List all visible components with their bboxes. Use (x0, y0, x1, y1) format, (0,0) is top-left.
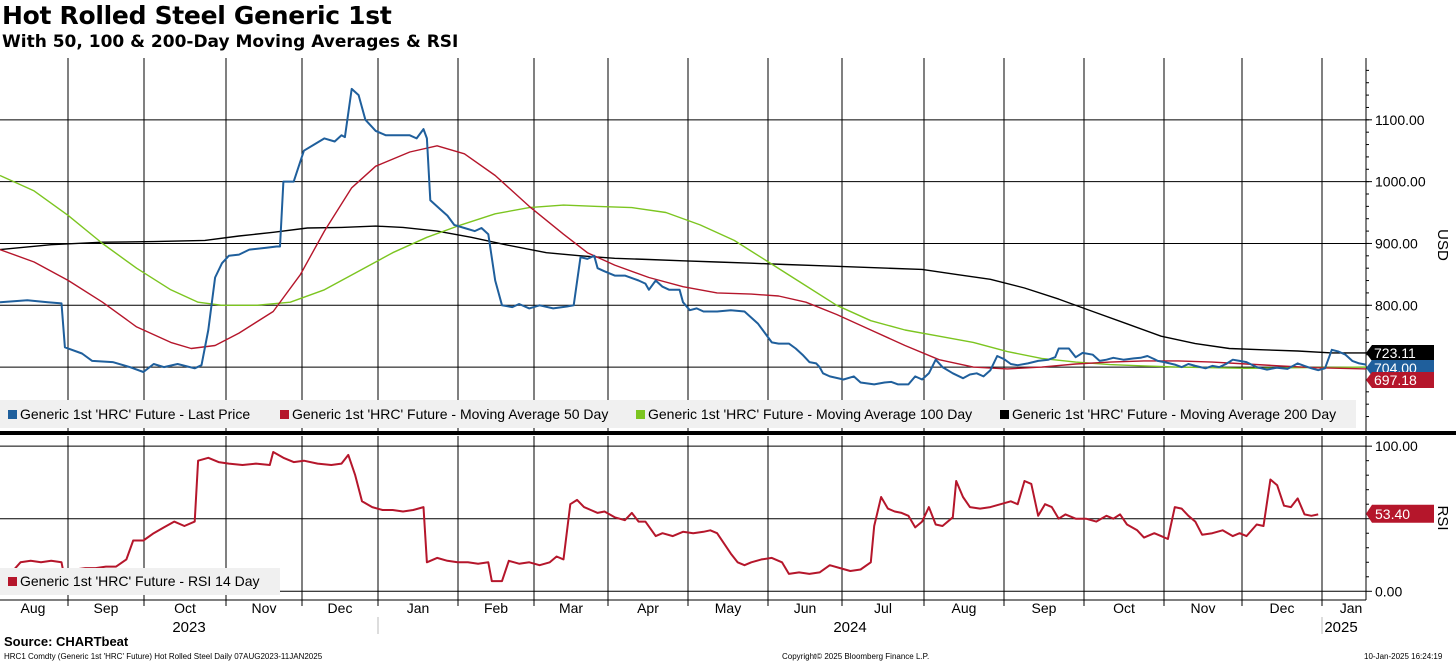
chart-title: Hot Rolled Steel Generic 1st (2, 1, 392, 30)
x-tick-label: Nov (252, 600, 277, 616)
x-tick-label: Sep (94, 600, 119, 616)
legend-label: Generic 1st 'HRC' Future - Moving Averag… (648, 406, 972, 422)
copyright-note: Copyright© 2025 Bloomberg Finance L.P. (782, 652, 930, 661)
ma200-line (0, 225, 1366, 354)
x-axis: Aug Sep Oct Nov Dec Jan Feb Mar Apr May Jun Jul Aug S… (0, 599, 1366, 636)
x-tick-label: Nov (1191, 600, 1216, 616)
x-year-label: 2024 (833, 619, 866, 636)
rsi-legend-label: Generic 1st 'HRC' Future - RSI 14 Day (20, 573, 260, 589)
x-tick-label: Aug (21, 600, 46, 616)
x-tick-label: Jan (407, 600, 430, 616)
x-tick-label: Dec (1270, 600, 1295, 616)
last-value-text: 723.11 (1374, 345, 1416, 361)
last-value-label: 723.11 (1366, 345, 1434, 361)
x-tick-label: Sep (1032, 600, 1057, 616)
legend-swatch (636, 410, 645, 419)
legend-swatch (1000, 410, 1009, 419)
timestamp: 10-Jan-2025 16:24:19 (1364, 652, 1443, 661)
x-tick-label: Mar (559, 600, 583, 616)
x-tick-label: Jul (874, 600, 892, 616)
x-tick-label: Dec (328, 600, 353, 616)
source-note: Source: CHARTbeat (4, 634, 129, 649)
x-tick-label: Oct (1113, 600, 1135, 616)
rsi-last-value-badge (1366, 504, 1434, 523)
main-ytick-label: 1000.00 (1375, 174, 1426, 190)
legend-swatch (280, 410, 289, 419)
x-tick-label: Aug (952, 600, 977, 616)
chart-subtitle: With 50, 100 & 200-Day Moving Averages &… (2, 32, 459, 52)
rsi-last-value-text: 53.40 (1375, 506, 1410, 522)
rsi-ytick-label: 100.00 (1375, 438, 1418, 454)
last-value-badge (1366, 345, 1434, 361)
series-description: HRC1 Comdty (Generic 1st 'HRC' Future) H… (4, 652, 323, 661)
legend-label: Generic 1st 'HRC' Future - Moving Averag… (1012, 406, 1336, 422)
rsi-legend-box (0, 568, 280, 595)
x-tick-label: Jan (1340, 600, 1363, 616)
last-value-badge (1366, 372, 1434, 388)
legend-label: Generic 1st 'HRC' Future - Moving Averag… (292, 406, 608, 422)
rsi-legend-swatch (8, 577, 17, 586)
price-panel: 800.00900.001000.001100.00USD723.11704.0… (0, 58, 1456, 435)
panel-divider (0, 431, 1456, 435)
rsi-y-axis-label: RSI (1434, 505, 1451, 530)
last-value-text: 697.18 (1374, 372, 1417, 388)
main-y-axis-label: USD (1434, 229, 1451, 261)
x-tick-label: Feb (484, 600, 508, 616)
x-tick-label: Apr (637, 600, 659, 616)
last-value-label: 697.18 (1366, 372, 1434, 388)
ma100-line (0, 174, 1367, 369)
rsi-panel: 0.00 100.00 RSI 53.40 Generic 1st 'HRC' Futu… (0, 436, 1451, 600)
legend-label: Generic 1st 'HRC' Future - Last Price (20, 406, 250, 422)
ma50-line (0, 145, 1367, 370)
main-ytick-label: 900.00 (1375, 235, 1418, 251)
x-year-label: 2025 (1324, 619, 1357, 636)
main-ytick-label: 1100.00 (1375, 112, 1425, 128)
price-line (0, 87, 1367, 386)
main-legend-box (0, 400, 1356, 428)
x-tick-label: Oct (174, 600, 196, 616)
x-tick-label: May (715, 600, 741, 616)
x-year-label: 2023 (172, 619, 205, 636)
legend-swatch (8, 410, 17, 419)
x-tick-label: Jun (794, 600, 817, 616)
main-ytick-label: 800.00 (1375, 297, 1418, 313)
rsi-line (0, 451, 1319, 583)
rsi-ytick-label: 0.00 (1375, 583, 1402, 599)
